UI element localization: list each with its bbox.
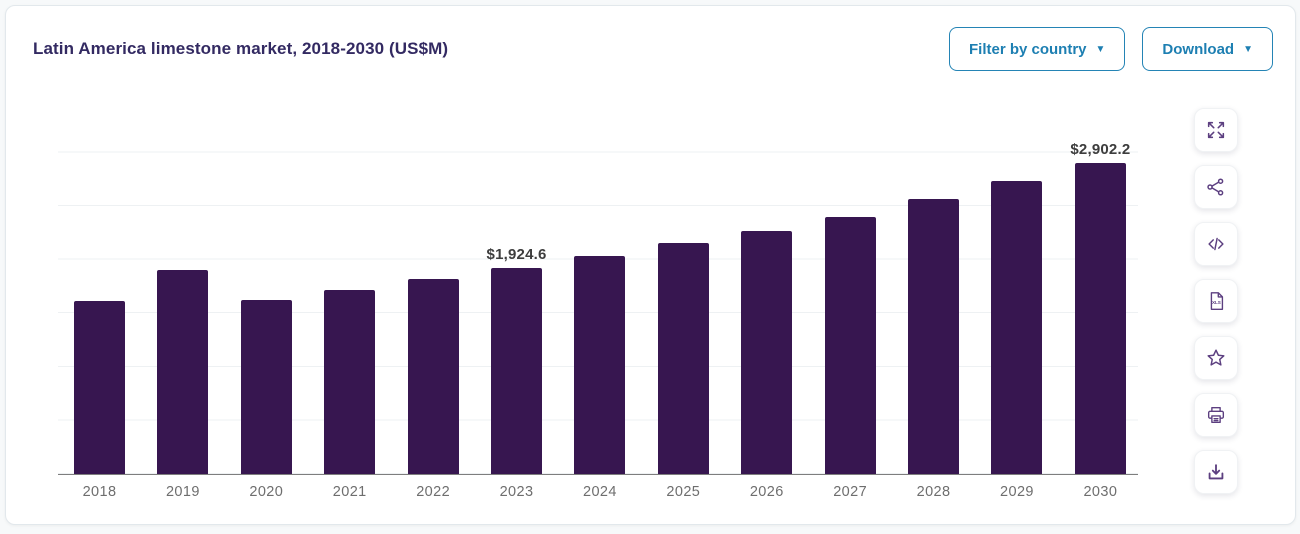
- download-button[interactable]: Download ▼: [1142, 27, 1273, 71]
- bar-column-2021: [324, 99, 376, 474]
- x-tick-label-2028: 2028: [916, 484, 951, 500]
- x-tick-label-2018: 2018: [82, 484, 117, 500]
- bar-column-2024: [574, 99, 626, 474]
- favorite-button[interactable]: [1194, 336, 1238, 380]
- x-tick-label-2022: 2022: [416, 484, 451, 500]
- card-header: Latin America limestone market, 2018-203…: [33, 26, 1273, 72]
- bar-column-2029: [991, 99, 1043, 474]
- download-image-icon: [1208, 464, 1224, 480]
- svg-text:XLS: XLS: [1212, 300, 1221, 305]
- embed-code-icon: [1208, 237, 1224, 251]
- bar-2023[interactable]: [491, 267, 543, 474]
- x-tick-label-2029: 2029: [1000, 484, 1034, 500]
- chevron-down-icon: ▼: [1095, 44, 1106, 55]
- x-tick-label-2026: 2026: [749, 484, 784, 500]
- expand-fullscreen-icon: [1207, 121, 1225, 139]
- bar-column-2019: [157, 99, 209, 474]
- bar-column-2018: [74, 99, 125, 474]
- star-icon: [1207, 349, 1225, 366]
- bar-column-2028: [908, 99, 960, 474]
- bar-2027[interactable]: [824, 217, 876, 474]
- printer-icon: [1207, 406, 1225, 424]
- share-icon: [1207, 178, 1224, 196]
- header-buttons: Filter by country ▼ Download ▼: [948, 27, 1273, 71]
- bar-2024[interactable]: [574, 255, 626, 474]
- bar-column-2026: [741, 99, 793, 474]
- chevron-down-icon: ▼: [1243, 44, 1253, 55]
- embed-code-button[interactable]: [1194, 222, 1238, 266]
- export-xls-button[interactable]: XLS: [1194, 279, 1238, 323]
- bar-column-2030: $2,902.2: [1070, 99, 1130, 474]
- x-tick-label-2027: 2027: [833, 484, 868, 500]
- x-tick-label-2023: 2023: [499, 484, 534, 500]
- bar-column-2020: [240, 99, 292, 474]
- bar-2028[interactable]: [908, 198, 960, 474]
- x-tick-label-2030: 2030: [1083, 484, 1118, 500]
- bars-row: $1,924.6 $2,902.2: [74, 99, 1130, 474]
- chart-side-toolbar: XLS: [1194, 108, 1238, 494]
- xls-file-icon: XLS: [1210, 292, 1224, 310]
- bar-column-2027: [824, 99, 876, 474]
- bar-2030[interactable]: [1074, 163, 1126, 474]
- fullscreen-button[interactable]: [1194, 108, 1238, 152]
- print-button[interactable]: [1194, 393, 1238, 437]
- x-axis-labels: 2018 2019 2020 2021 2022 2023 2024 2025 2026 2027…: [74, 484, 1126, 500]
- filter-by-country-button[interactable]: Filter by country ▼: [948, 27, 1126, 71]
- bar-2020[interactable]: [240, 300, 292, 474]
- share-button[interactable]: [1194, 165, 1238, 209]
- x-tick-label-2025: 2025: [666, 484, 701, 500]
- bar-2018[interactable]: [74, 301, 125, 474]
- x-tick-label-2021: 2021: [332, 484, 367, 500]
- x-tick-label-2019: 2019: [165, 484, 200, 500]
- chart-plot-area: $1,924.6 $2,902.2: [58, 99, 1138, 475]
- bar-2019[interactable]: [157, 270, 209, 474]
- bar-2029[interactable]: [991, 181, 1043, 474]
- filter-by-country-label: Filter by country: [968, 40, 1087, 58]
- x-tick-label-2020: 2020: [249, 484, 284, 500]
- bar-2022[interactable]: [407, 279, 459, 474]
- bar-column-2023: $1,924.6: [487, 99, 546, 474]
- bar-value-label-2030: $2,902.2: [1070, 141, 1131, 158]
- chart-card: Latin America limestone market, 2018-203…: [5, 5, 1296, 525]
- x-tick-label-2024: 2024: [583, 484, 617, 500]
- bar-column-2025: [657, 99, 709, 474]
- bar-2025[interactable]: [657, 242, 709, 474]
- bar-value-label-2023: $1,924.6: [486, 245, 547, 263]
- bar-2026[interactable]: [741, 230, 793, 474]
- download-label: Download: [1162, 40, 1235, 58]
- bar-column-2022: [407, 99, 459, 474]
- download-image-button[interactable]: [1194, 450, 1238, 494]
- chart-title: Latin America limestone market, 2018-203…: [33, 39, 449, 58]
- bar-2021[interactable]: [324, 290, 376, 474]
